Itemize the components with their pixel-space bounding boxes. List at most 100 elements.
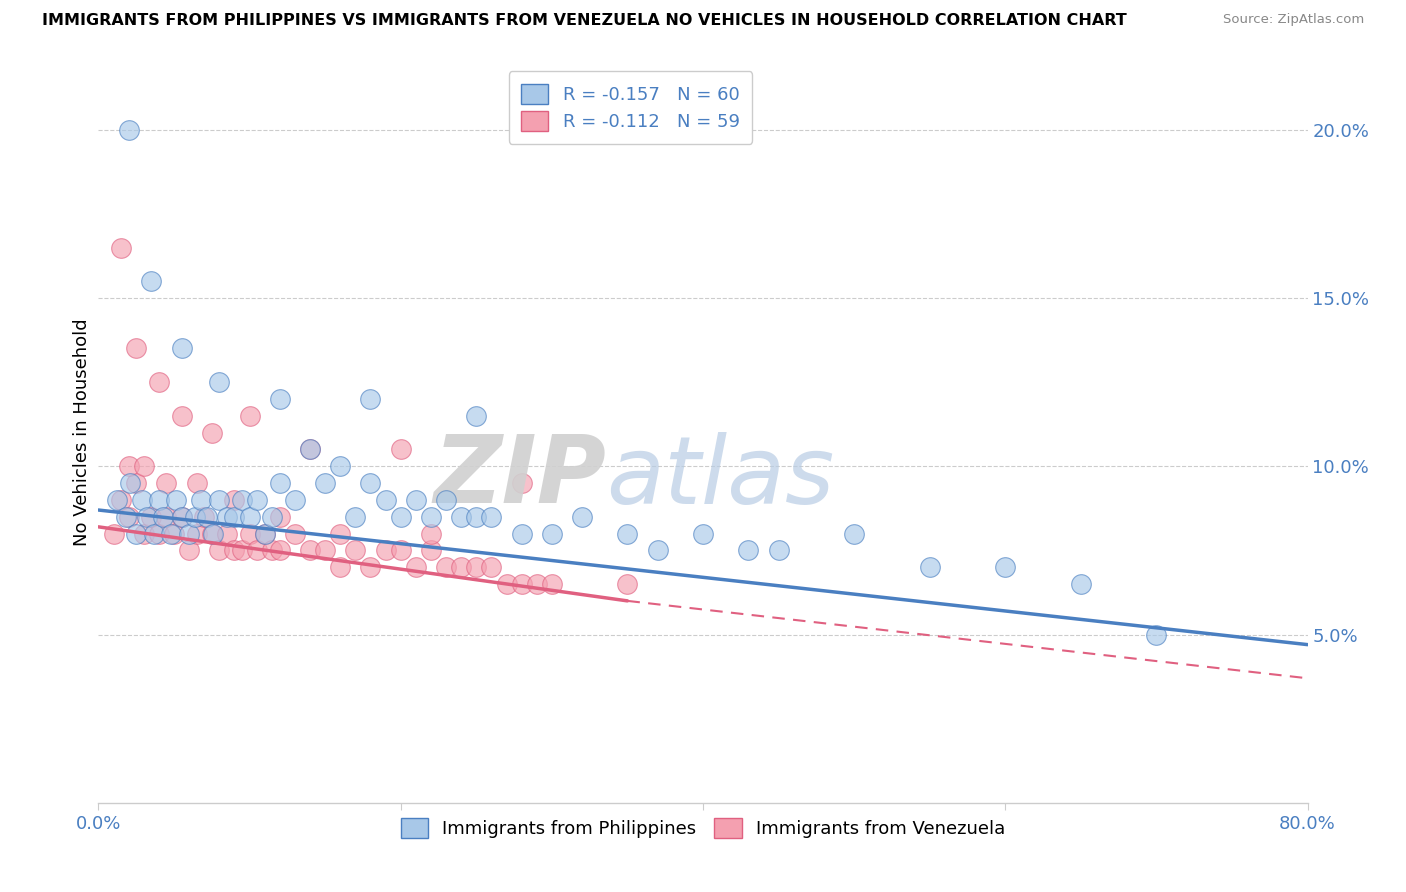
Text: Source: ZipAtlas.com: Source: ZipAtlas.com xyxy=(1223,13,1364,27)
Text: IMMIGRANTS FROM PHILIPPINES VS IMMIGRANTS FROM VENEZUELA NO VEHICLES IN HOUSEHOL: IMMIGRANTS FROM PHILIPPINES VS IMMIGRANT… xyxy=(42,13,1128,29)
Point xyxy=(299,442,322,457)
Point xyxy=(269,543,291,558)
Point xyxy=(231,543,253,558)
Point xyxy=(481,509,503,524)
Point xyxy=(253,526,276,541)
Point xyxy=(103,526,125,541)
Point xyxy=(120,476,142,491)
Point xyxy=(262,543,284,558)
Point xyxy=(202,526,225,541)
Point xyxy=(299,442,322,457)
Point xyxy=(190,492,212,507)
Point xyxy=(844,526,866,541)
Point xyxy=(170,409,193,423)
Point xyxy=(132,459,155,474)
Point xyxy=(768,543,790,558)
Point xyxy=(616,526,638,541)
Point xyxy=(540,526,562,541)
Point xyxy=(125,476,148,491)
Point xyxy=(374,543,396,558)
Point xyxy=(246,492,269,507)
Point xyxy=(994,560,1017,574)
Point xyxy=(389,442,412,457)
Point xyxy=(571,509,593,524)
Point xyxy=(201,526,224,541)
Point xyxy=(344,509,367,524)
Point xyxy=(344,543,367,558)
Point xyxy=(465,409,488,423)
Point xyxy=(616,577,638,591)
Point xyxy=(510,526,533,541)
Point xyxy=(141,509,163,524)
Point xyxy=(481,560,503,574)
Point xyxy=(231,492,253,507)
Point xyxy=(1070,577,1092,591)
Point xyxy=(510,577,533,591)
Point xyxy=(253,526,276,541)
Point xyxy=(389,543,412,558)
Point xyxy=(141,274,163,288)
Point xyxy=(163,526,186,541)
Point xyxy=(114,509,136,524)
Point xyxy=(420,526,443,541)
Point xyxy=(170,509,193,524)
Point xyxy=(450,560,472,574)
Point xyxy=(737,543,759,558)
Point xyxy=(208,375,231,389)
Point xyxy=(420,509,443,524)
Point xyxy=(160,526,183,541)
Legend: Immigrants from Philippines, Immigrants from Venezuela: Immigrants from Philippines, Immigrants … xyxy=(394,811,1012,846)
Point xyxy=(165,492,187,507)
Point xyxy=(201,425,224,440)
Point xyxy=(179,526,201,541)
Point xyxy=(329,526,352,541)
Point xyxy=(329,459,352,474)
Point xyxy=(118,122,141,136)
Point xyxy=(224,543,246,558)
Point xyxy=(526,577,548,591)
Point xyxy=(692,526,714,541)
Point xyxy=(143,526,166,541)
Point xyxy=(918,560,941,574)
Point xyxy=(135,509,157,524)
Point xyxy=(193,509,215,524)
Point xyxy=(420,543,443,558)
Point xyxy=(184,509,207,524)
Point xyxy=(269,476,291,491)
Point xyxy=(152,509,174,524)
Point xyxy=(540,577,562,591)
Point xyxy=(246,543,269,558)
Point xyxy=(314,476,336,491)
Point xyxy=(360,560,382,574)
Point xyxy=(510,476,533,491)
Text: atlas: atlas xyxy=(606,432,835,523)
Point xyxy=(110,492,132,507)
Point xyxy=(329,560,352,574)
Point xyxy=(284,526,307,541)
Point xyxy=(132,526,155,541)
Point xyxy=(405,560,427,574)
Point xyxy=(118,509,141,524)
Point xyxy=(284,492,307,507)
Point xyxy=(224,492,246,507)
Point xyxy=(239,526,262,541)
Text: ZIP: ZIP xyxy=(433,431,606,523)
Point xyxy=(148,492,170,507)
Point xyxy=(125,342,148,356)
Point xyxy=(239,509,262,524)
Point xyxy=(186,526,208,541)
Point xyxy=(148,526,170,541)
Point xyxy=(224,509,246,524)
Point xyxy=(434,492,457,507)
Point xyxy=(269,392,291,406)
Point xyxy=(647,543,669,558)
Point xyxy=(299,543,322,558)
Point xyxy=(186,476,208,491)
Point xyxy=(405,492,427,507)
Point xyxy=(360,392,382,406)
Point xyxy=(465,509,488,524)
Point xyxy=(110,240,132,255)
Point xyxy=(170,509,193,524)
Point xyxy=(314,543,336,558)
Point xyxy=(269,509,291,524)
